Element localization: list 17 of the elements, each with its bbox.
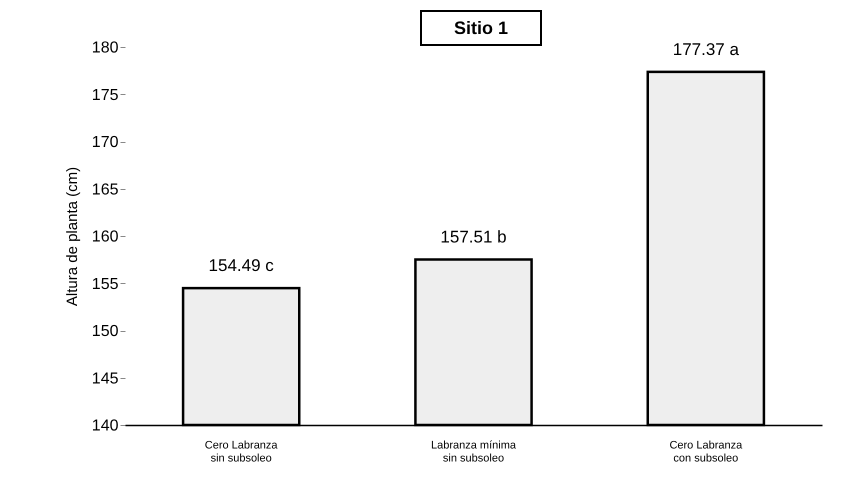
y-tick-label: 180 xyxy=(92,40,119,56)
y-tick-label: 140 xyxy=(92,418,119,434)
data-label: 157.51 b xyxy=(440,228,507,247)
y-tick-label: 160 xyxy=(92,228,119,246)
y-tick-label: 150 xyxy=(92,323,119,340)
y-tick-label: 145 xyxy=(92,370,119,388)
y-tick-label: 155 xyxy=(92,276,119,293)
y-tick-label: 170 xyxy=(92,134,119,151)
y-tick-label: 175 xyxy=(92,86,119,104)
data-label: 154.49 c xyxy=(208,256,274,276)
y-tick-label: 165 xyxy=(92,181,119,198)
x-tick-label: Cero Labranza con subsoleo xyxy=(669,440,744,464)
y-axis-title: Altura de planta (cm) xyxy=(64,166,81,306)
x-tick-label: Labranza mínima sin subsoleo xyxy=(431,440,517,464)
x-tick-label: Cero Labranza sin subsoleo xyxy=(204,440,278,464)
chart-title: Sitio 1 xyxy=(420,10,542,46)
data-label: 177.37 a xyxy=(672,40,740,59)
